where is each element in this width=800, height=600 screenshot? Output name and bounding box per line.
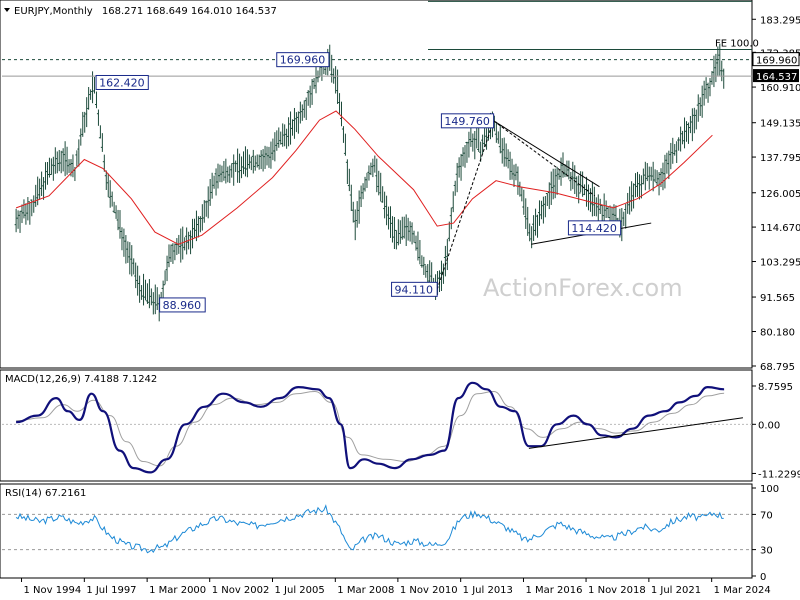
panel-collapse-icon[interactable] — [4, 8, 10, 12]
rsi-title: RSI(14) 67.2161 — [5, 488, 86, 499]
rsi-line — [15, 504, 724, 554]
macd-axis-label: -11.2299 — [758, 469, 800, 480]
price-label: 169.960 — [280, 54, 326, 67]
price-label-box — [567, 220, 622, 236]
price-tag-box — [753, 69, 799, 83]
price-axis-label: 126.005 — [760, 189, 800, 200]
rsi-series — [2, 504, 752, 554]
macd-signal-line — [16, 390, 725, 467]
price-tag: 164.537 — [756, 72, 797, 83]
price-label-box — [95, 74, 149, 90]
trendline — [493, 120, 600, 188]
price-label: 162.420 — [99, 76, 144, 89]
price-axis-label: 68.795 — [760, 362, 795, 373]
trendline — [493, 120, 596, 197]
time-axis-label: 1 Jul 2013 — [463, 585, 513, 596]
macd-line — [16, 381, 725, 474]
price-axis-label: 160.910 — [760, 83, 800, 94]
macd-trendline — [528, 417, 744, 449]
rsi-axis-label: 70 — [760, 510, 773, 521]
rsi-axis-label: 100 — [760, 484, 779, 495]
time-axis-label: 1 Nov 2010 — [400, 585, 458, 596]
price-axis-label: 137.795 — [760, 153, 800, 164]
price-axis-label: 149.135 — [760, 119, 800, 130]
price-annotations: FE 138.2 FE 100.0 162.420 88.960 169.960 94.1… — [2, 0, 759, 313]
time-axis-label: 1 Mar 2008 — [337, 585, 394, 596]
time-axis-label: 1 Mar 2024 — [714, 585, 771, 596]
price-panel — [0, 0, 753, 369]
ohlc-readout: 168.271 168.649 164.010 164.537 — [102, 6, 277, 17]
rsi-axis-label: 0 — [760, 572, 766, 583]
fib-extension-label: FE 100.0 — [715, 39, 759, 50]
price-series — [14, 43, 725, 322]
price-axis: 183.295172.385160.910149.135137.795126.0… — [752, 15, 800, 373]
macd-axis-label: 0.00 — [758, 420, 780, 431]
price-label: 114.420 — [571, 222, 617, 235]
price-tag: 169.960 — [756, 56, 797, 67]
price-axis-label: 91.565 — [760, 293, 795, 304]
macd-series — [2, 381, 752, 474]
time-axis: 1 Nov 1994 1 Jul 1997 1 Mar 2000 1 Nov 2002… — [21, 578, 771, 596]
price-tag-box — [752, 52, 800, 67]
price-axis-label: 183.295 — [760, 15, 800, 26]
fib-extension-label: FE 138.2 — [715, 0, 759, 1]
time-axis-label: 1 Nov 2002 — [212, 585, 270, 596]
macd-axis: 8.7595 0.00 -11.2299 — [752, 382, 800, 480]
time-axis-label: 1 Nov 2018 — [588, 585, 646, 596]
macd-title: MACD(12,26,9) 7.4188 7.1242 — [5, 374, 157, 385]
price-axis-label: 80.180 — [760, 328, 795, 339]
price-label-box — [391, 281, 438, 297]
rsi-axis: 100 70 30 0 — [752, 484, 779, 583]
watermark: ActionForex.com — [483, 274, 683, 302]
time-axis-label: 1 Jul 2021 — [651, 585, 701, 596]
rsi-axis-label: 30 — [760, 546, 773, 557]
rsi-panel — [0, 483, 753, 579]
time-axis-label: 1 Jul 1997 — [86, 585, 136, 596]
price-label-box — [440, 113, 495, 129]
price-label-box — [276, 52, 330, 68]
macd-axis-label: 8.7595 — [758, 382, 793, 393]
price-label: 94.110 — [395, 283, 434, 296]
time-axis-label: 1 Nov 1994 — [24, 585, 82, 596]
time-axis-label: 1 Jul 2005 — [275, 585, 325, 596]
price-bars — [14, 43, 725, 322]
price-label: 88.960 — [163, 299, 202, 312]
price-label: 149.760 — [444, 115, 490, 128]
price-axis-label: 103.295 — [760, 258, 800, 269]
symbol-title: EURJPY,Monthly 168.271 168.649 164.010 1… — [14, 6, 277, 17]
time-axis-label: 1 Mar 2016 — [525, 585, 582, 596]
moving-average-line — [15, 110, 713, 245]
time-axis-label: 1 Mar 2000 — [149, 585, 206, 596]
price-axis-label: 114.670 — [760, 223, 800, 234]
price-label-box — [159, 297, 206, 313]
